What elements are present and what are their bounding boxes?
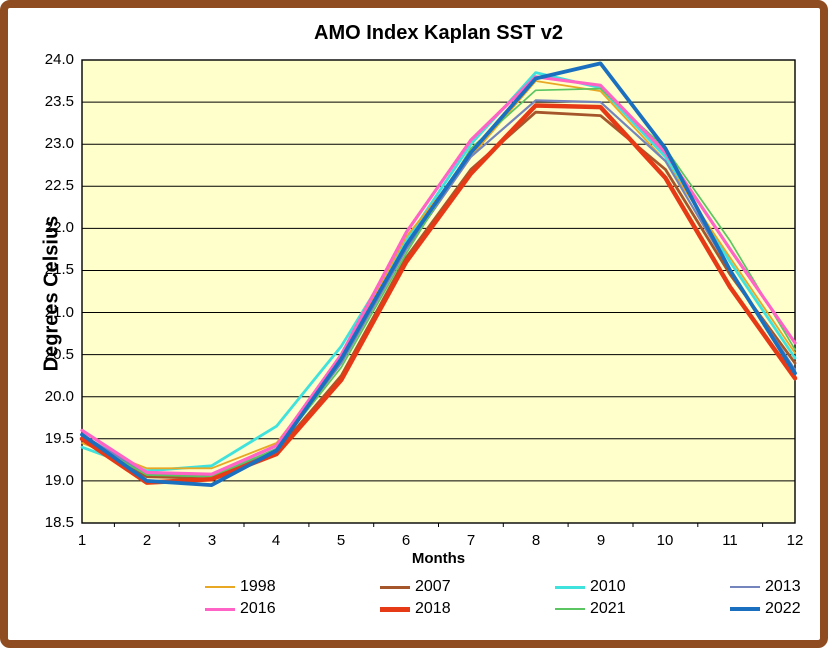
- legend-swatch: [555, 585, 585, 589]
- series-line-2010: [80, 71, 797, 473]
- x-tick-label: 7: [466, 532, 476, 549]
- legend-item-2013: 2013: [730, 576, 828, 598]
- y-tick-label: 18.5: [44, 514, 74, 531]
- legend-swatch: [730, 586, 760, 588]
- x-tick-label: 3: [207, 532, 217, 549]
- x-tick-label: 5: [336, 532, 346, 549]
- x-tick-label: 4: [271, 532, 281, 549]
- x-tick-label: 9: [596, 532, 606, 549]
- y-tick-label: 24.0: [44, 51, 74, 68]
- y-tick-label: 19.0: [44, 472, 74, 489]
- legend-swatch: [380, 585, 410, 589]
- legend: 1998 2007 2010 2013 2016 2018 2021 2022: [205, 576, 828, 620]
- plot-border: [81, 59, 796, 524]
- x-tick-label: 10: [656, 532, 674, 549]
- series-line-2022: [80, 61, 797, 488]
- legend-swatch: [730, 607, 760, 611]
- x-tick-label: 6: [401, 532, 411, 549]
- legend-label: 1998: [240, 578, 276, 595]
- y-tick-label: 19.5: [44, 430, 74, 447]
- legend-item-2010: 2010: [555, 576, 730, 598]
- legend-label: 2010: [590, 578, 626, 595]
- legend-label: 2016: [240, 600, 276, 617]
- y-tick-label: 22.5: [44, 177, 74, 194]
- y-tick-label: 21.0: [44, 304, 74, 321]
- x-tick-label: 8: [531, 532, 541, 549]
- legend-label: 2018: [415, 600, 451, 617]
- legend-item-2016: 2016: [205, 598, 380, 620]
- series-line-2018: [79, 103, 798, 485]
- y-tick-label: 20.5: [44, 346, 74, 363]
- x-tick-label: 12: [786, 532, 804, 549]
- legend-item-2007: 2007: [380, 576, 555, 598]
- y-tick-label: 20.0: [44, 388, 74, 405]
- legend-label: 2007: [415, 578, 451, 595]
- x-axis-title: Months: [411, 550, 466, 567]
- legend-item-2021: 2021: [555, 598, 730, 620]
- x-tick-label: 1: [77, 532, 87, 549]
- legend-swatch: [205, 607, 235, 611]
- x-tick-label: 11: [722, 532, 738, 549]
- legend-label: 2013: [765, 578, 801, 595]
- y-tick-label: 22.0: [44, 219, 74, 236]
- chart-title: AMO Index Kaplan SST v2: [314, 22, 563, 44]
- legend-item-2022: 2022: [730, 598, 828, 620]
- y-tick-label: 23.0: [44, 135, 74, 152]
- legend-item-1998: 1998: [205, 576, 380, 598]
- y-tick-label: 21.5: [44, 261, 74, 278]
- legend-item-2018: 2018: [380, 598, 555, 620]
- legend-swatch: [380, 606, 410, 612]
- legend-label: 2022: [765, 600, 801, 617]
- plot-background: [82, 60, 795, 523]
- legend-swatch: [555, 608, 585, 610]
- legend-swatch: [205, 586, 235, 588]
- legend-label: 2021: [590, 600, 626, 617]
- y-tick-label: 23.5: [44, 93, 74, 110]
- x-tick-label: 2: [142, 532, 152, 549]
